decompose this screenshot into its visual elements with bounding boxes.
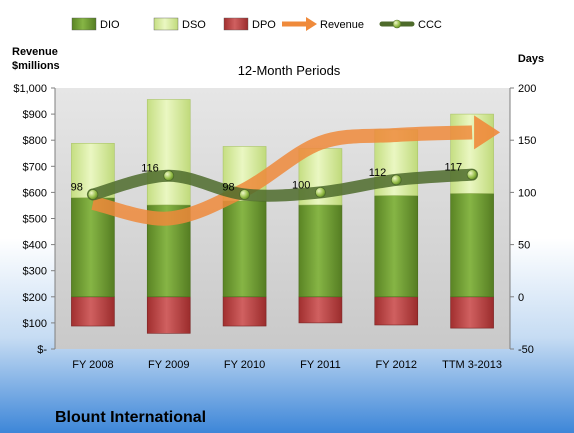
ccc-data-label: 100: [292, 179, 310, 191]
x-axis-tick-label: FY 2010: [224, 359, 265, 371]
legend-swatch-dio: [71, 17, 97, 31]
legend-swatch-dso: [153, 17, 179, 31]
dio-bar: [222, 200, 267, 298]
right-axis-tick-label: 200: [518, 83, 536, 95]
ccc-point: [466, 169, 478, 181]
left-axis-tick-label: $900: [23, 109, 47, 121]
ccc-data-label: 117: [445, 162, 463, 174]
ccc-point: [239, 189, 250, 200]
ccc-data-label: 98: [71, 181, 83, 193]
dio-bar: [298, 204, 343, 298]
ccc-data-label: 112: [369, 167, 387, 179]
left-axis-tick-label: $200: [23, 292, 47, 304]
x-axis-tick-label: FY 2011: [300, 359, 341, 371]
ccc-data-label: 98: [222, 181, 234, 193]
x-axis-tick-label: TTM 3-2013: [442, 359, 502, 371]
legend-label-revenue: Revenue: [320, 19, 364, 31]
legend-swatch-ccc-dot: [392, 19, 402, 29]
x-axis-tick-label: FY 2008: [72, 359, 113, 371]
right-axis: -50 0 50 100 150 200: [509, 83, 536, 356]
left-axis-tick-label: $500: [23, 214, 47, 226]
left-axis-tick-label: $700: [23, 161, 47, 173]
dio-bar: [374, 195, 419, 298]
legend-label-ccc: CCC: [418, 19, 442, 31]
ccc-data-label: 116: [141, 163, 159, 175]
left-axis-tick-label: $800: [23, 135, 47, 147]
left-axis-tick-label: $1,000: [13, 83, 47, 95]
left-axis: $- $100 $200 $300 $400 $500 $600 $700 $800 $900 $1…: [13, 83, 56, 356]
ccc-point: [390, 174, 402, 186]
dso-bar: [146, 99, 191, 206]
right-axis-tick-label: 50: [518, 240, 530, 252]
right-axis-tick-label: 0: [518, 292, 524, 304]
x-axis: FY 2008 FY 2009 FY 2010 FY 2011 FY 2012 TTM 3…: [72, 359, 502, 371]
revenue-line: [91, 125, 473, 226]
ccc-point: [87, 189, 99, 200]
left-axis-title-line2: $millions: [12, 60, 60, 72]
ccc-layer: 98 116 98 100 112 117: [71, 162, 479, 202]
left-axis-tick-label: $300: [23, 266, 47, 278]
dpo-bar: [298, 296, 343, 324]
legend-swatch-dpo: [223, 17, 249, 31]
ccc-line: [86, 168, 479, 202]
revenue-arrowhead: [474, 115, 501, 150]
legend-label-dpo: DPO: [252, 19, 276, 31]
dpo-bar: [450, 296, 494, 329]
dpo-bar: [146, 296, 191, 334]
dio-bar: [450, 193, 494, 298]
ccc-point: [315, 186, 326, 198]
left-axis-title-line1: Revenue: [12, 46, 58, 58]
right-axis-tick-label: 100: [518, 187, 536, 199]
right-axis-tick-label: -50: [518, 344, 534, 356]
legend-label-dio: DIO: [100, 19, 120, 31]
revenue-layer: [91, 115, 501, 226]
right-axis-tick-label: 150: [518, 135, 536, 147]
left-axis-tick-label: $600: [23, 187, 47, 199]
x-axis-tick-label: FY 2012: [376, 359, 417, 371]
chart-title: 12-Month Periods: [238, 63, 341, 78]
dpo-bar: [71, 296, 115, 327]
legend: DIO DSO DPO Revenue CCC: [71, 17, 442, 31]
x-axis-tick-label: FY 2009: [148, 359, 189, 371]
left-axis-tick-label: $100: [23, 318, 47, 330]
legend-swatch-revenue-arrowhead: [306, 17, 317, 31]
ccc-point: [163, 170, 175, 182]
legend-label-dso: DSO: [182, 19, 206, 31]
left-axis-tick-label: $400: [23, 240, 47, 252]
dpo-bar: [222, 296, 267, 327]
company-name: Blount International: [55, 409, 206, 426]
left-axis-tick-label: $-: [37, 344, 47, 356]
right-axis-title: Days: [518, 53, 544, 65]
dpo-bar: [374, 296, 419, 326]
